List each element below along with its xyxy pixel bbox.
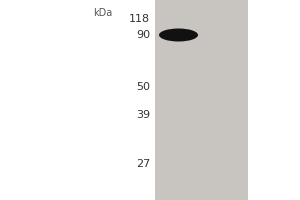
Text: 27: 27 (136, 159, 150, 169)
Ellipse shape (159, 28, 198, 42)
Text: 39: 39 (136, 110, 150, 120)
Text: 118: 118 (129, 14, 150, 24)
Text: 50: 50 (136, 82, 150, 92)
Text: K562: K562 (178, 0, 206, 1)
Text: kDa: kDa (93, 8, 112, 18)
Bar (154, 0, 248, 200)
Text: 90: 90 (136, 30, 150, 40)
